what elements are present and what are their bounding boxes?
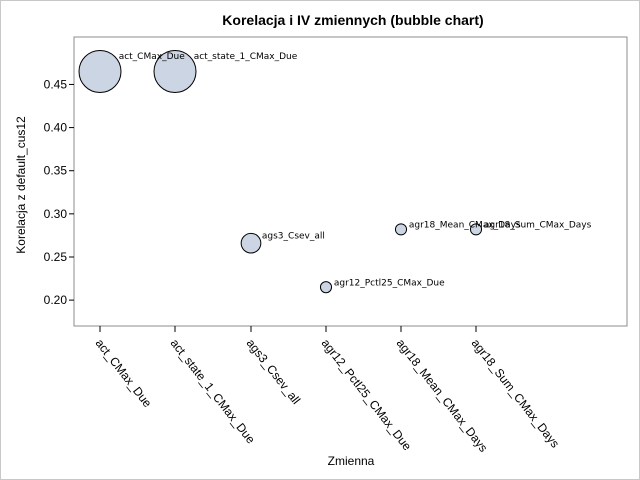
y-tick-label: 0.45 xyxy=(44,77,68,91)
bubble-data-label: agr18_Mean_CMax_Days xyxy=(409,220,521,230)
x-axis-label: Zmienna xyxy=(328,454,375,468)
bubble-point xyxy=(394,223,408,236)
bubble-point xyxy=(78,50,122,94)
chart-title: Korelacja i IV zmiennych (bubble chart) xyxy=(222,12,483,28)
bubble-point xyxy=(240,232,262,254)
bubble-data-label: act_state_1_CMax_Due xyxy=(194,52,298,62)
plot-area xyxy=(73,36,628,327)
y-tick-label: 0.35 xyxy=(44,164,68,178)
bubble-data-label: agr18_Sum_CMax_Days xyxy=(484,220,592,230)
bubble-point xyxy=(153,50,197,94)
bubble-data-label: act_CMax_Due xyxy=(119,52,186,62)
y-tick-label: 0.40 xyxy=(44,121,68,135)
y-axis-label: Korelacja z default_cus12 xyxy=(14,116,28,254)
bubbles-group xyxy=(78,50,483,294)
x-tick-label: ags3_Csev_all xyxy=(244,336,303,407)
bubble-point xyxy=(319,281,333,294)
x-tick-label: act_CMax_Due xyxy=(93,336,155,410)
bubble-labels-group: act_CMax_Due act_state_1_CMax_Due ags3_Cse… xyxy=(119,52,592,288)
x-tick-label: agr12_Pctl25_CMax_Due xyxy=(319,336,415,453)
bubble-data-label: ags3_Csev_all xyxy=(262,231,325,241)
bubble-data-label: agr12_Pctl25_CMax_Due xyxy=(334,278,445,288)
y-tick-label: 0.30 xyxy=(44,207,68,221)
y-tick-label: 0.25 xyxy=(44,250,68,264)
x-tick-label: act_state_1_CMax_Due xyxy=(168,336,258,446)
y-tick-label: 0.20 xyxy=(44,293,68,307)
bubble-point xyxy=(469,223,483,236)
x-axis: act_CMax_Due act_state_1_CMax_Dueags3_Cse… xyxy=(93,326,563,455)
x-tick-label: agr18_Sum_CMax_Days xyxy=(469,336,563,450)
y-axis: 0.20 0.25 0.30 0.35 0.40 0.45 xyxy=(44,77,74,307)
